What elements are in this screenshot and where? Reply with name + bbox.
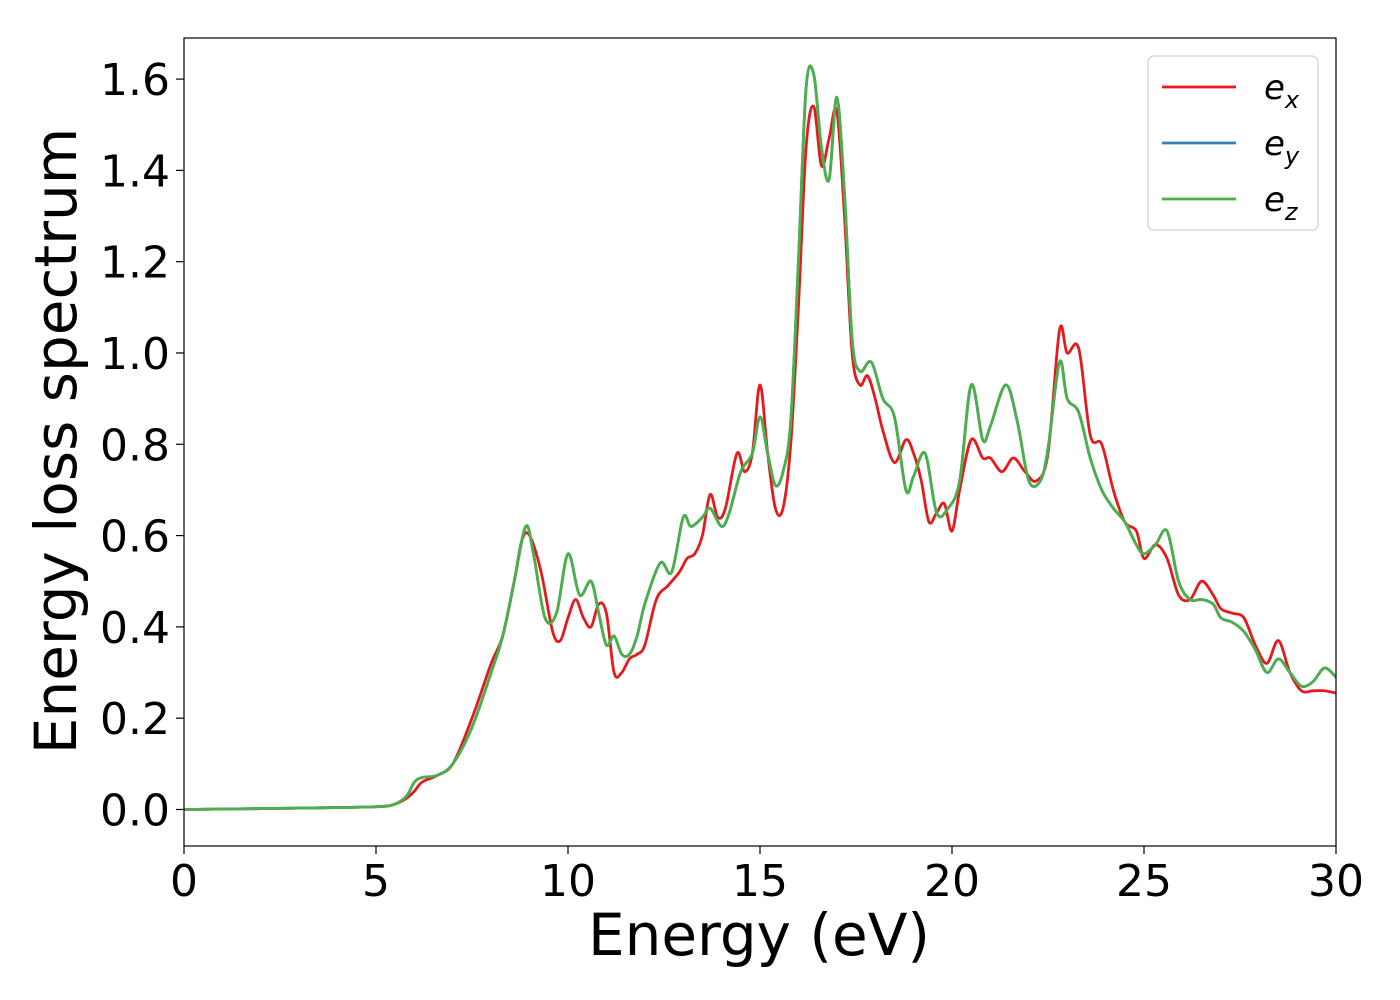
y-tick-label: 1.4 [100, 146, 170, 197]
legend-label: ey [1264, 124, 1300, 170]
series-line-e-z [184, 64, 1336, 811]
y-tick-label: 1.2 [100, 238, 170, 289]
y-tick-label: 1.0 [100, 329, 170, 380]
legend-label: ez [1264, 180, 1299, 226]
y-tick-label: 0.8 [100, 420, 170, 471]
x-tick-label: 20 [924, 856, 980, 907]
x-tick-label: 15 [732, 856, 788, 907]
legend-label: ex [1264, 68, 1300, 114]
plot-area [184, 64, 1336, 811]
x-tick-label: 25 [1116, 856, 1172, 907]
y-tick-label: 0.2 [100, 694, 170, 745]
x-tick-label: 30 [1308, 856, 1364, 907]
y-tick-label: 0.0 [100, 785, 170, 836]
x-axis: 0 5 10 15 20 25 30 [170, 846, 1364, 907]
x-tick-label: 0 [170, 856, 198, 907]
x-tick-label: 5 [362, 856, 390, 907]
legend: ex ey ez [1147, 55, 1319, 231]
y-axis-title: Energy loss spectrum [22, 128, 90, 754]
y-tick-label: 0.4 [100, 603, 170, 654]
y-tick-label: 1.6 [100, 55, 170, 106]
y-tick-label: 0.6 [100, 512, 170, 563]
x-axis-title: Energy (eV) [588, 901, 930, 969]
x-tick-label: 10 [540, 856, 596, 907]
y-axis: 0.0 0.2 0.4 0.6 0.8 1.0 1.2 1.4 1.6 [100, 55, 184, 836]
series-line-e-x [184, 104, 1336, 811]
